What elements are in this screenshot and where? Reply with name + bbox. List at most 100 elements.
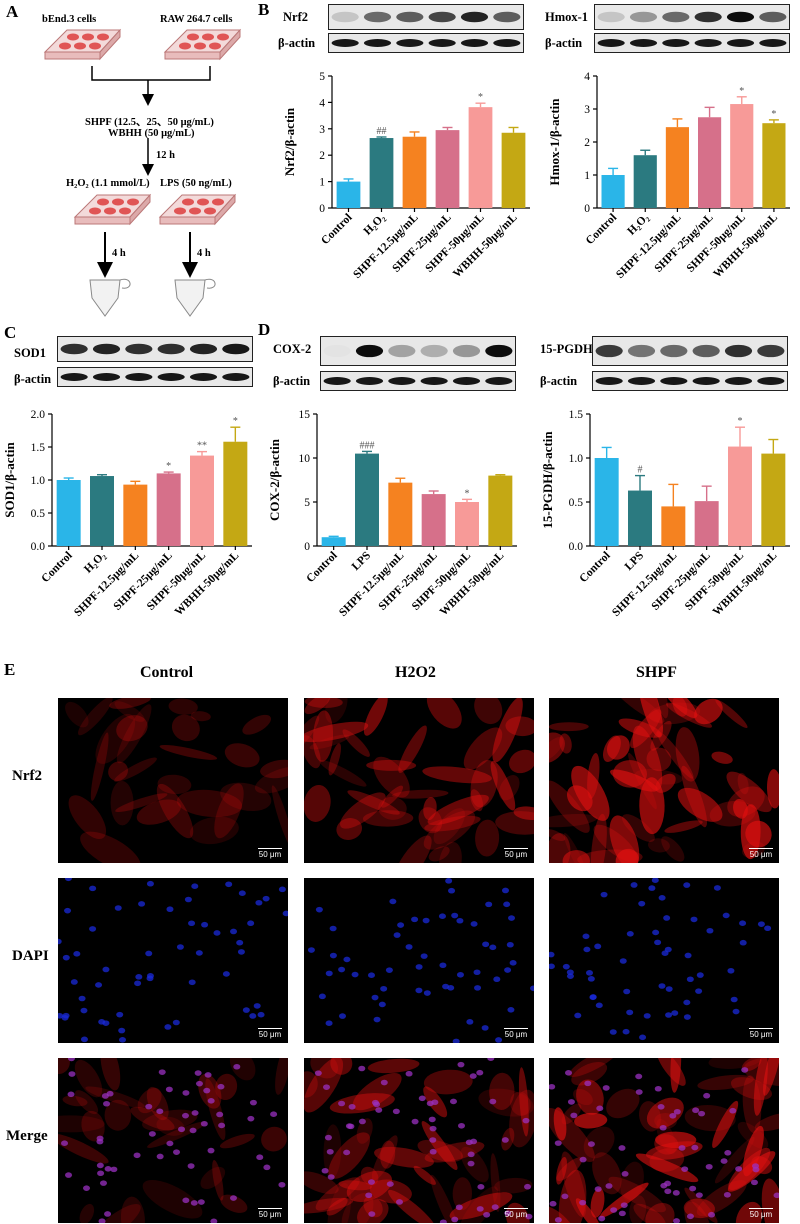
blot-band bbox=[222, 343, 250, 355]
blot-band bbox=[125, 343, 153, 355]
bar bbox=[488, 475, 513, 546]
scale-bar: 50 μm bbox=[749, 1207, 773, 1219]
y-tick-label: 2 bbox=[584, 137, 590, 149]
y-tick-label: 1.0 bbox=[569, 453, 584, 465]
category-label: SHPF-50μg/mL bbox=[685, 211, 748, 274]
category-label: Control bbox=[304, 550, 339, 585]
chart-pgdh: 15-PGDH/β-actin0.00.51.01.5Control#LPSSH… bbox=[540, 409, 790, 619]
y-tick-label: 5 bbox=[304, 497, 310, 509]
y-tick-label: 0 bbox=[304, 541, 310, 553]
blot-band bbox=[355, 344, 384, 358]
micrograph-merge: 50 μm bbox=[304, 1058, 534, 1223]
blot-label-actin: β-actin bbox=[278, 36, 316, 50]
significance-marker: # bbox=[638, 465, 643, 476]
blot-band bbox=[157, 373, 185, 381]
y-tick-label: 4 bbox=[584, 71, 590, 83]
blot-band bbox=[331, 39, 359, 47]
blot-band bbox=[493, 11, 521, 23]
blot-band bbox=[627, 344, 656, 358]
y-tick-label: 3 bbox=[584, 104, 590, 116]
bar bbox=[730, 104, 754, 208]
blot-band bbox=[428, 39, 456, 47]
blot-band bbox=[724, 377, 753, 385]
scale-bar: 50 μm bbox=[504, 1207, 528, 1219]
bar bbox=[435, 130, 460, 208]
bar bbox=[594, 458, 619, 546]
significance-marker: * bbox=[166, 461, 171, 472]
flow-cell2: RAW 264.7 cells bbox=[160, 14, 233, 25]
bar bbox=[156, 473, 181, 546]
y-axis-label: 15-PGDH/β-actin bbox=[540, 431, 555, 529]
micrograph-nrf2: 50 μm bbox=[304, 698, 534, 863]
blot-hmox bbox=[594, 4, 790, 30]
blot-label-actin: β-actin bbox=[545, 36, 583, 50]
blot-band bbox=[388, 377, 416, 385]
blot-band bbox=[759, 39, 787, 47]
bar bbox=[402, 136, 427, 208]
micrograph-dapi: 50 μm bbox=[304, 878, 534, 1043]
micrograph-dapi: 50 μm bbox=[549, 878, 779, 1043]
category-label: Control bbox=[39, 550, 74, 585]
category-label: WBHH-50μg/mL bbox=[711, 549, 780, 618]
flow-stim1: H₂O₂ (1.1 mmol/L) bbox=[66, 178, 150, 189]
bar bbox=[388, 482, 413, 546]
y-tick-label: 0.0 bbox=[569, 541, 584, 553]
scale-bar: 50 μm bbox=[504, 847, 528, 859]
scale-bar: 50 μm bbox=[258, 847, 282, 859]
blot-label-pgdh: 15-PGDH bbox=[540, 342, 593, 356]
chart-nrf2: Nrf2/β-actin012345Control##H₂O₂SHPF-12.5… bbox=[282, 71, 530, 281]
blot-label-sod1: SOD1 bbox=[14, 346, 46, 360]
blot-band bbox=[660, 377, 688, 385]
significance-marker: * bbox=[465, 488, 470, 499]
culture-plate-icon bbox=[43, 28, 122, 61]
y-tick-label: 5 bbox=[319, 71, 325, 83]
blot-nrf2 bbox=[328, 4, 524, 30]
y-axis-label: COX-2/β-actin bbox=[267, 438, 282, 521]
micrograph-merge: 50 μm bbox=[549, 1058, 779, 1223]
blot-band bbox=[493, 39, 521, 47]
blot-band bbox=[189, 343, 218, 355]
blot-band bbox=[660, 344, 688, 358]
category-label: SHPF-50μg/mL bbox=[683, 549, 746, 612]
flow-time1: 12 h bbox=[156, 150, 175, 161]
category-label: LPS bbox=[350, 550, 373, 573]
bar bbox=[698, 117, 722, 208]
blot-band bbox=[222, 373, 250, 381]
blot-band bbox=[726, 39, 755, 47]
panel-label-e: E bbox=[4, 660, 16, 679]
blot-label-actin: β-actin bbox=[273, 374, 311, 388]
blot-band bbox=[662, 39, 690, 47]
category-label: SHPF-50μg/mL bbox=[423, 211, 486, 274]
blot-sod1 bbox=[57, 336, 253, 362]
blot-label-hmox: Hmox-1 bbox=[545, 10, 589, 24]
significance-marker: * bbox=[233, 416, 238, 427]
y-tick-label: 2.0 bbox=[31, 409, 46, 421]
significance-marker: * bbox=[771, 109, 776, 120]
significance-marker: * bbox=[738, 416, 743, 427]
blot-band bbox=[452, 344, 481, 358]
category-label: SHPF-25μg/mL bbox=[652, 211, 715, 274]
bar bbox=[761, 453, 786, 546]
panel-label-d: D bbox=[258, 320, 271, 339]
blot-band bbox=[595, 377, 623, 385]
flow-time3: 4 h bbox=[197, 248, 211, 259]
y-axis-label: Hmox-1/β-actin bbox=[547, 98, 562, 186]
tube-icon bbox=[89, 278, 131, 317]
blot-band bbox=[60, 373, 88, 381]
blot-band bbox=[759, 11, 787, 23]
category-label: SHPF-25μg/mL bbox=[390, 211, 453, 274]
y-tick-label: 0.0 bbox=[31, 541, 46, 553]
flow-cell1: bEnd.3 cells bbox=[42, 14, 97, 25]
blot-band bbox=[597, 11, 625, 23]
category-label: SHPF-25μg/mL bbox=[650, 549, 713, 612]
category-label: SHPF-25μg/mL bbox=[112, 549, 175, 612]
blot-band bbox=[92, 343, 121, 355]
y-tick-label: 3 bbox=[319, 124, 325, 136]
blot-band bbox=[485, 377, 513, 385]
category-label: Control bbox=[584, 212, 619, 247]
y-tick-label: 1.5 bbox=[31, 442, 46, 454]
significance-marker: ### bbox=[360, 440, 375, 451]
category-label: WBHH-50μg/mL bbox=[438, 549, 507, 618]
blot-band bbox=[452, 377, 481, 385]
blot-band bbox=[324, 345, 351, 357]
